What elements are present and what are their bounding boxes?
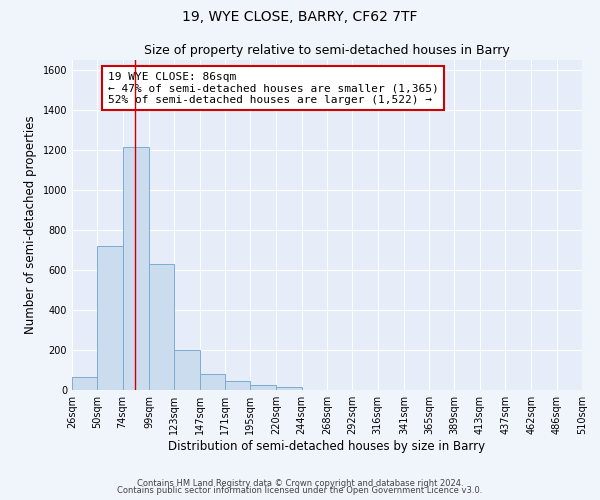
Bar — [72, 377, 97, 390]
Bar — [199, 374, 225, 390]
Title: Size of property relative to semi-detached houses in Barry: Size of property relative to semi-detach… — [144, 44, 510, 58]
Bar — [174, 350, 199, 390]
Bar — [97, 246, 122, 390]
Bar — [149, 264, 174, 390]
X-axis label: Distribution of semi-detached houses by size in Barry: Distribution of semi-detached houses by … — [169, 440, 485, 453]
Y-axis label: Number of semi-detached properties: Number of semi-detached properties — [24, 116, 37, 334]
Text: 19 WYE CLOSE: 86sqm
← 47% of semi-detached houses are smaller (1,365)
52% of sem: 19 WYE CLOSE: 86sqm ← 47% of semi-detach… — [108, 72, 439, 105]
Bar — [250, 385, 277, 390]
Bar — [225, 381, 250, 390]
Text: Contains public sector information licensed under the Open Government Licence v3: Contains public sector information licen… — [118, 486, 482, 495]
Text: Contains HM Land Registry data © Crown copyright and database right 2024.: Contains HM Land Registry data © Crown c… — [137, 478, 463, 488]
Bar — [122, 147, 149, 390]
Text: 19, WYE CLOSE, BARRY, CF62 7TF: 19, WYE CLOSE, BARRY, CF62 7TF — [182, 10, 418, 24]
Bar — [277, 387, 302, 390]
